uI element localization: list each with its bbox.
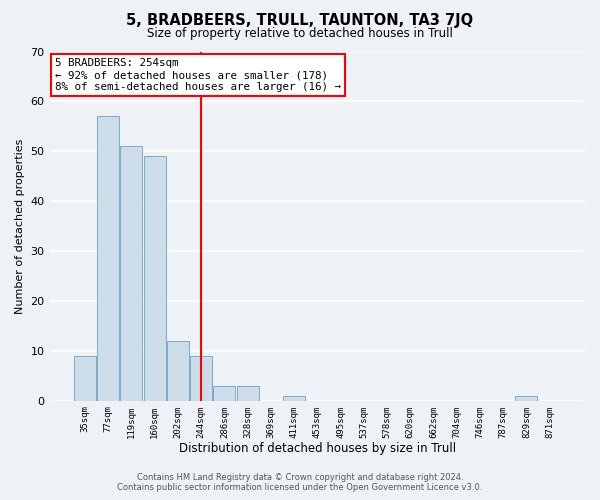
Bar	[97, 116, 119, 401]
Bar	[143, 156, 166, 400]
Bar	[190, 356, 212, 401]
Y-axis label: Number of detached properties: Number of detached properties	[15, 138, 25, 314]
X-axis label: Distribution of detached houses by size in Trull: Distribution of detached houses by size …	[179, 442, 456, 455]
Text: 5 BRADBEERS: 254sqm
← 92% of detached houses are smaller (178)
8% of semi-detach: 5 BRADBEERS: 254sqm ← 92% of detached ho…	[55, 58, 341, 92]
Text: 5, BRADBEERS, TRULL, TAUNTON, TA3 7JQ: 5, BRADBEERS, TRULL, TAUNTON, TA3 7JQ	[127, 12, 473, 28]
Bar	[236, 386, 259, 400]
Bar	[283, 396, 305, 400]
Bar	[74, 356, 96, 401]
Bar	[167, 341, 189, 400]
Text: Size of property relative to detached houses in Trull: Size of property relative to detached ho…	[147, 28, 453, 40]
Bar	[515, 396, 538, 400]
Bar	[121, 146, 142, 400]
Text: Contains HM Land Registry data © Crown copyright and database right 2024.
Contai: Contains HM Land Registry data © Crown c…	[118, 473, 482, 492]
Bar	[213, 386, 235, 400]
